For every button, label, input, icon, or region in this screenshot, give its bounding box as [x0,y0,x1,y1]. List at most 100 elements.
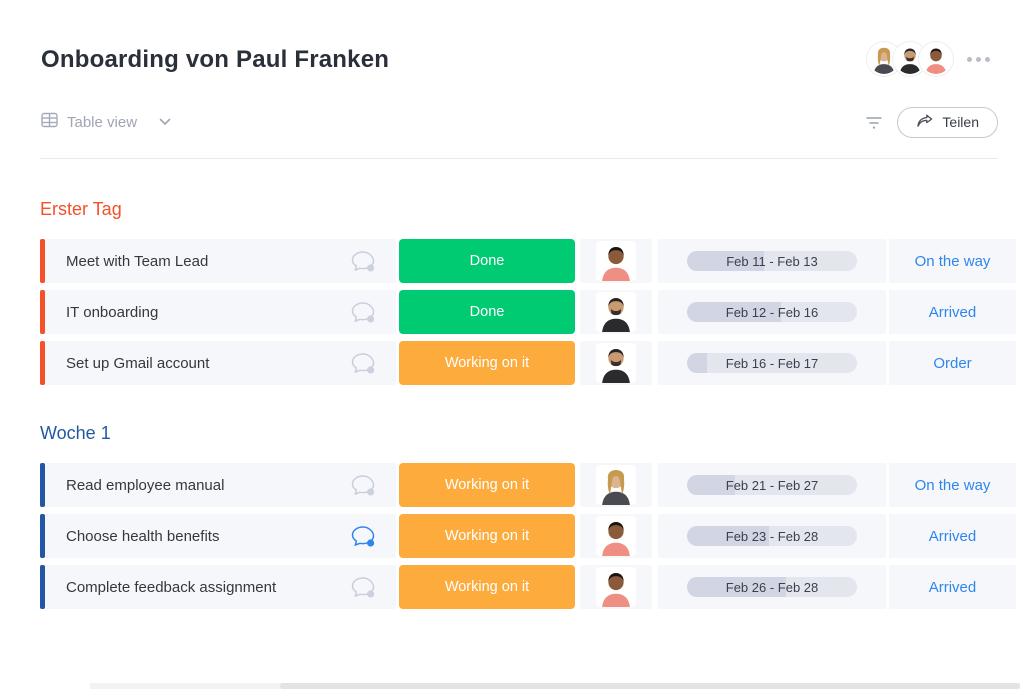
table-row[interactable]: Complete feedback assignment Working on … [40,565,1020,609]
assignee-avatar[interactable] [595,292,637,332]
delivery-status[interactable]: On the way [914,476,991,494]
board-header: Onboarding von Paul Franken [0,0,1020,76]
delivery-cell[interactable]: Arrived [889,514,1016,558]
assignee-cell[interactable] [580,514,652,558]
chat-icon[interactable] [350,474,376,497]
status-badge[interactable]: Working on it [399,565,575,609]
assignee-cell[interactable] [580,565,652,609]
horizontal-scrollbar[interactable] [90,683,1020,689]
status-badge[interactable]: Working on it [399,341,575,385]
chat-icon[interactable] [350,250,376,273]
table-row[interactable]: Set up Gmail account Working on it Feb 1… [40,341,1020,385]
status-badge[interactable]: Working on it [399,514,575,558]
task-cell[interactable]: IT onboarding [40,290,396,334]
task-name[interactable]: Meet with Team Lead [66,252,209,270]
delivery-status[interactable]: Arrived [928,578,977,596]
delivery-cell[interactable]: Order [889,341,1016,385]
timeline-pill[interactable]: Feb 16 - Feb 17 [687,353,857,373]
task-cell[interactable]: Set up Gmail account [40,341,396,385]
table-view-icon [41,112,58,132]
assignee-avatar[interactable] [595,516,637,556]
group-color-bar [40,463,45,507]
timeline-progress [687,251,764,271]
task-cell[interactable]: Meet with Team Lead [40,239,396,283]
share-label: Teilen [942,114,979,130]
view-switcher[interactable]: Table view [41,112,171,132]
task-cell[interactable]: Read employee manual [40,463,396,507]
group-color-bar [40,290,45,334]
assignee-cell[interactable] [580,463,652,507]
timeline-cell[interactable]: Feb 26 - Feb 28 [658,565,886,609]
share-button[interactable]: Teilen [897,106,998,138]
timeline-pill[interactable]: Feb 12 - Feb 16 [687,302,857,322]
assignee-cell[interactable] [580,290,652,334]
member-avatar[interactable] [919,42,953,76]
assignee-avatar[interactable] [595,343,637,383]
task-cell[interactable]: Complete feedback assignment [40,565,396,609]
assignee-avatar[interactable] [595,465,637,505]
timeline-cell[interactable]: Feb 12 - Feb 16 [658,290,886,334]
timeline-dates: Feb 26 - Feb 28 [725,579,819,595]
timeline-cell[interactable]: Feb 11 - Feb 13 [658,239,886,283]
delivery-cell[interactable]: On the way [889,463,1016,507]
group-color-bar [40,341,45,385]
group-color-bar [40,239,45,283]
task-name[interactable]: Complete feedback assignment [66,578,277,596]
task-name[interactable]: IT onboarding [66,303,159,321]
timeline-dates: Feb 12 - Feb 16 [725,304,819,320]
status-badge[interactable]: Done [399,239,575,283]
filter-icon[interactable] [865,115,883,130]
table-row[interactable]: IT onboarding Done Feb 12 - Feb 16 Arriv… [40,290,1020,334]
timeline-cell[interactable]: Feb 21 - Feb 27 [658,463,886,507]
board-members[interactable] [867,42,953,76]
chevron-down-icon [159,118,171,126]
group-title[interactable]: Erster Tag [40,199,122,219]
timeline-progress [687,475,735,495]
delivery-cell[interactable]: On the way [889,239,1016,283]
chat-icon[interactable] [350,576,376,599]
chat-icon[interactable] [350,352,376,375]
table-row[interactable]: Read employee manual Working on it Feb 2… [40,463,1020,507]
timeline-dates: Feb 21 - Feb 27 [725,477,819,493]
timeline-pill[interactable]: Feb 23 - Feb 28 [687,526,857,546]
assignee-avatar[interactable] [595,567,637,607]
task-name[interactable]: Set up Gmail account [66,354,210,372]
task-name[interactable]: Read employee manual [66,476,225,494]
delivery-cell[interactable]: Arrived [889,565,1016,609]
timeline-dates: Feb 16 - Feb 17 [725,355,819,371]
task-name[interactable]: Choose health benefits [66,527,220,545]
timeline-pill[interactable]: Feb 26 - Feb 28 [687,577,857,597]
timeline-dates: Feb 23 - Feb 28 [725,528,819,544]
status-badge[interactable]: Working on it [399,463,575,507]
delivery-cell[interactable]: Arrived [889,290,1016,334]
delivery-status[interactable]: Arrived [928,303,977,321]
timeline-cell[interactable]: Feb 23 - Feb 28 [658,514,886,558]
timeline-progress [687,353,708,373]
timeline-pill[interactable]: Feb 21 - Feb 27 [687,475,857,495]
page-title: Onboarding von Paul Franken [41,46,390,73]
view-label: Table view [67,113,138,131]
timeline-pill[interactable]: Feb 11 - Feb 13 [687,251,857,271]
table-row[interactable]: Choose health benefits Working on it Feb… [40,514,1020,558]
table-row[interactable]: Meet with Team Lead Done Feb 11 - Feb 13… [40,239,1020,283]
assignee-cell[interactable] [580,239,652,283]
group-title[interactable]: Woche 1 [40,423,111,443]
group-woche-1: Woche 1 Read employee manual Working on … [40,423,1020,609]
task-cell[interactable]: Choose health benefits [40,514,396,558]
delivery-status[interactable]: Arrived [928,527,977,545]
delivery-status[interactable]: On the way [914,252,991,270]
timeline-cell[interactable]: Feb 16 - Feb 17 [658,341,886,385]
delivery-status[interactable]: Order [933,354,972,372]
assignee-cell[interactable] [580,341,652,385]
toolbar: Table view Teilen [0,106,1020,138]
more-options-icon[interactable] [963,56,990,62]
chat-icon[interactable] [350,301,376,324]
group-erster-tag: Erster Tag Meet with Team Lead Done Feb … [40,199,1020,385]
timeline-progress [687,302,781,322]
chat-icon[interactable] [350,525,376,548]
header-divider [40,158,998,159]
assignee-avatar[interactable] [595,241,637,281]
status-badge[interactable]: Done [399,290,575,334]
scrollbar-thumb[interactable] [280,683,1020,689]
